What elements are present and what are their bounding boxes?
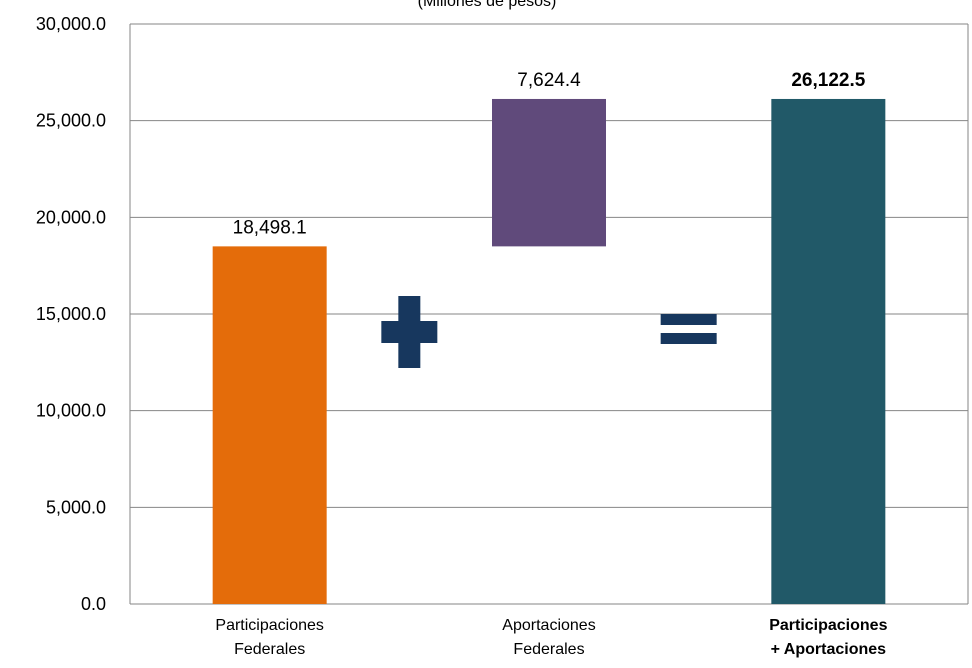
y-tick-label: 10,000.0 xyxy=(36,401,106,421)
bar xyxy=(212,246,327,605)
y-tick-label: 5,000.0 xyxy=(46,497,106,517)
y-axis-ticks: 0.0 5,000.0 10,000.0 15,000.0 20,000.0 25,000… xyxy=(36,14,106,614)
chart-title: (Millones de pesos) xyxy=(418,0,557,10)
bars xyxy=(212,98,886,605)
data-label: 7,624.4 xyxy=(517,70,581,91)
x-axis-categories: Participaciones Federales Aportaciones Fede… xyxy=(215,617,887,658)
y-tick-label: 20,000.0 xyxy=(36,207,106,227)
x-category-label: Participaciones + Aportaciones xyxy=(769,617,887,658)
y-tick-label: 15,000.0 xyxy=(36,304,106,324)
plus-icon xyxy=(381,296,438,368)
data-label: 18,498.1 xyxy=(233,217,307,238)
y-tick-label: 25,000.0 xyxy=(36,111,106,131)
data-label: 26,122.5 xyxy=(791,70,865,91)
bar xyxy=(492,98,606,247)
operators xyxy=(381,296,717,368)
y-tick-label: 0.0 xyxy=(81,594,106,614)
data-labels: 18,498.1 7,624.4 26,122.5 xyxy=(233,70,866,238)
x-category-label: Participaciones Federales xyxy=(215,617,324,658)
y-tick-label: 30,000.0 xyxy=(36,14,106,34)
bar xyxy=(771,98,886,604)
equals-icon xyxy=(660,314,717,344)
x-category-label: Aportaciones Federales xyxy=(502,617,595,658)
